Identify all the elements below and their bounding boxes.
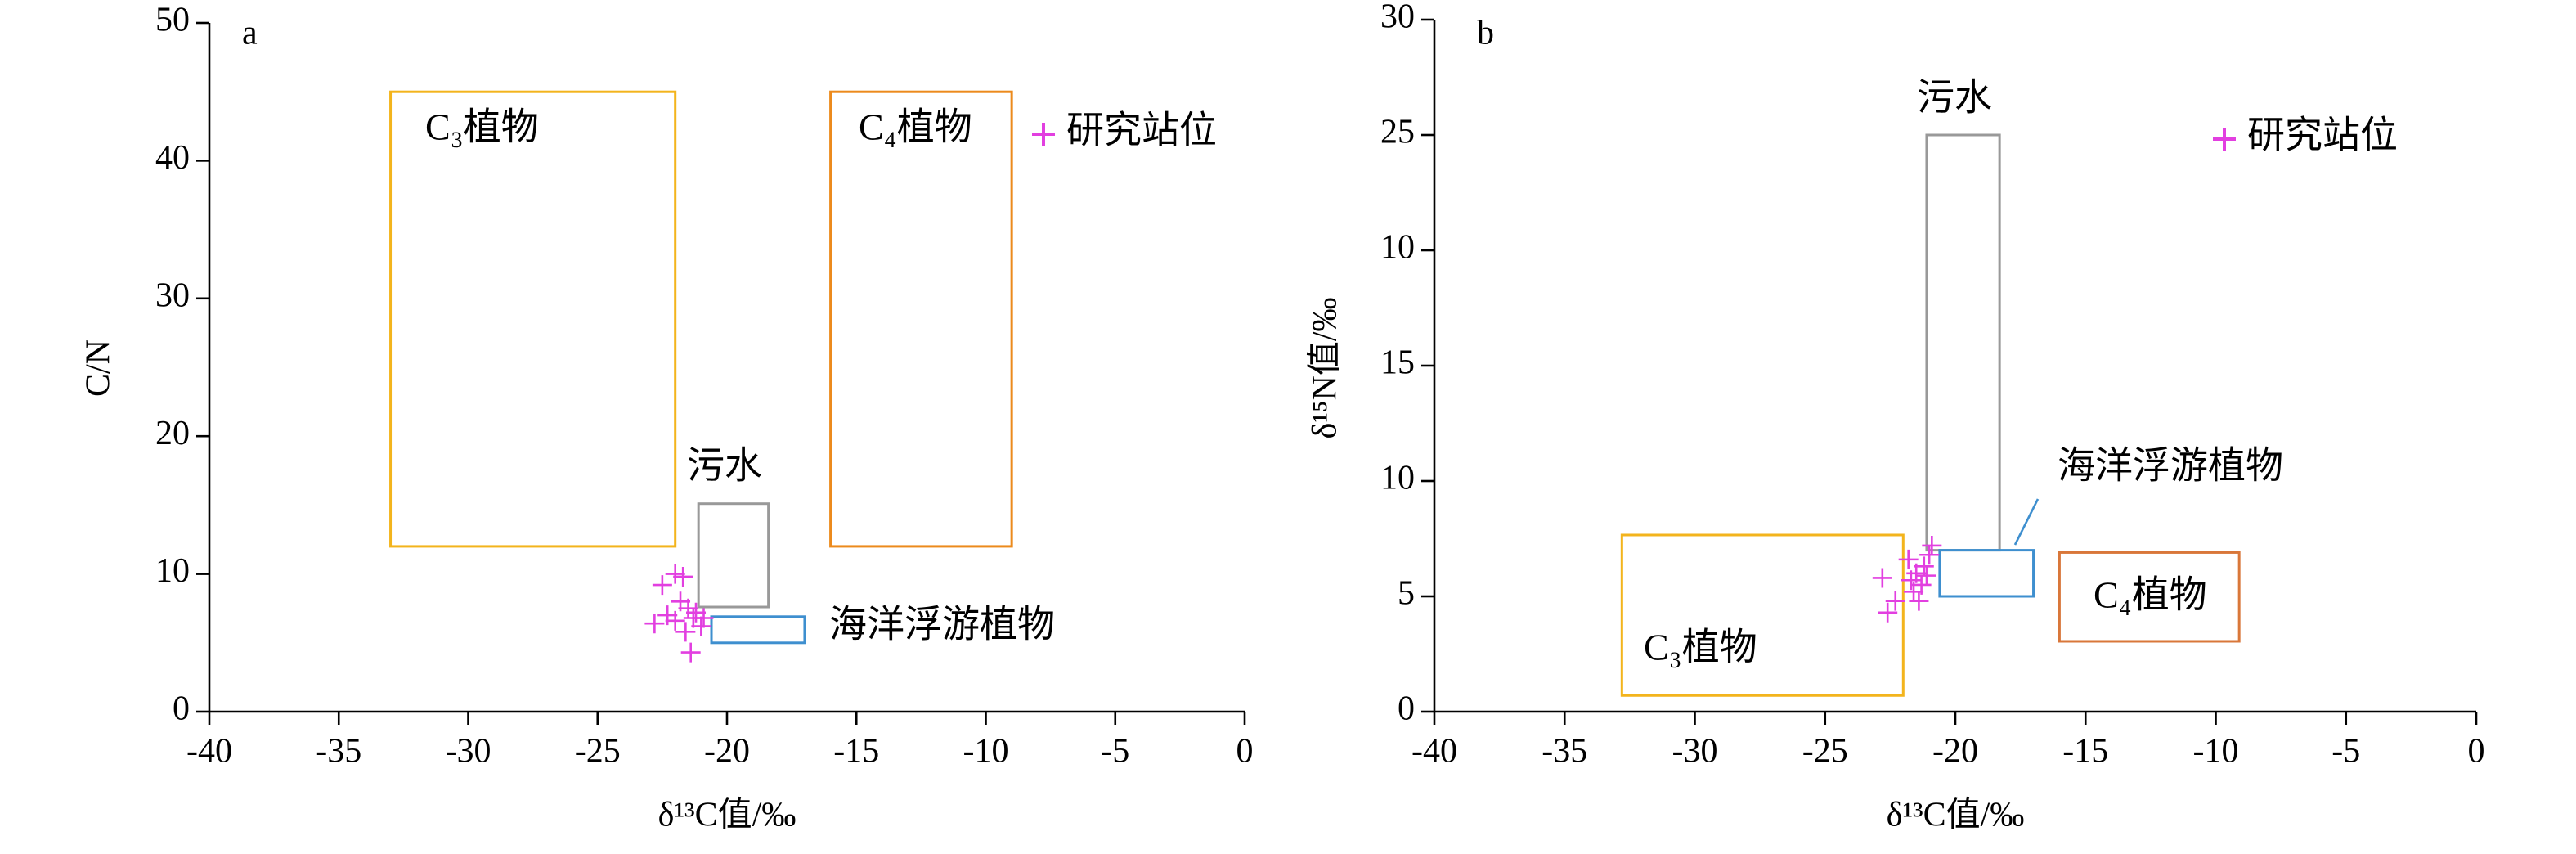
x-tick-label: -10 bbox=[963, 733, 1009, 771]
data-point bbox=[1919, 545, 1940, 565]
x-tick-label: -25 bbox=[1802, 733, 1848, 771]
x-tick-label: -35 bbox=[1542, 733, 1587, 771]
data-point bbox=[673, 566, 693, 587]
y-tick-label: 40 bbox=[155, 139, 190, 177]
x-tick-label: -5 bbox=[1101, 733, 1129, 771]
y-tick-label: 30 bbox=[1380, 0, 1415, 36]
panel-label: b bbox=[1477, 15, 1494, 52]
x-tick-label: -15 bbox=[833, 733, 879, 771]
region-label: C₃植物 bbox=[425, 106, 539, 148]
y-tick-label: 20 bbox=[155, 415, 190, 452]
data-point bbox=[680, 642, 701, 663]
data-point bbox=[691, 616, 711, 636]
x-tick-label: -40 bbox=[186, 733, 232, 771]
region-label: 污水 bbox=[1917, 77, 1992, 119]
y-tick-label: 0 bbox=[173, 690, 190, 728]
x-tick-label: -30 bbox=[446, 733, 491, 771]
region-box bbox=[1620, 533, 1905, 697]
data-point bbox=[1901, 570, 1921, 591]
x-tick-label: -20 bbox=[704, 733, 750, 771]
x-axis-title: δ¹³C值/‰ bbox=[1887, 797, 2025, 834]
legend-label: 研究站位 bbox=[1066, 110, 1217, 151]
region-box bbox=[1938, 549, 2035, 598]
x-tick-label: 0 bbox=[2468, 733, 2485, 771]
data-point bbox=[1914, 556, 1934, 577]
data-point bbox=[1872, 568, 1892, 588]
data-point bbox=[1909, 591, 1929, 611]
x-tick-label: 0 bbox=[1236, 733, 1254, 771]
x-tick-label: -40 bbox=[1411, 733, 1457, 771]
y-tick-label: 10 bbox=[155, 552, 190, 590]
data-point bbox=[1904, 582, 1924, 602]
data-point bbox=[1878, 602, 1898, 623]
x-tick-label: -20 bbox=[1932, 733, 1978, 771]
data-point bbox=[675, 622, 696, 642]
y-tick-label: 15 bbox=[1380, 344, 1415, 382]
region-label: C₄植物 bbox=[859, 106, 972, 148]
x-tick-label: -25 bbox=[575, 733, 621, 771]
region-box bbox=[697, 502, 770, 609]
region-label: 污水 bbox=[687, 445, 762, 487]
legend-label: 研究站位 bbox=[2247, 115, 2398, 156]
y-tick-label: 10 bbox=[1380, 460, 1415, 497]
panel-label: a bbox=[242, 15, 258, 52]
y-axis-title: δ¹⁵N值/‰ bbox=[1307, 297, 1344, 438]
legend-marker bbox=[2213, 128, 2236, 151]
region-label: 海洋浮游植物 bbox=[829, 604, 1055, 645]
x-tick-label: -5 bbox=[2331, 733, 2360, 771]
region-box bbox=[710, 615, 806, 645]
region-box bbox=[2058, 551, 2241, 643]
data-point bbox=[693, 608, 714, 628]
x-tick-label: -10 bbox=[2193, 733, 2239, 771]
x-axis-title: δ¹³C值/‰ bbox=[658, 797, 797, 834]
legend-marker bbox=[1032, 123, 1055, 146]
region-label: C₃植物 bbox=[1644, 627, 1757, 668]
y-tick-label: 30 bbox=[155, 276, 190, 314]
data-point bbox=[1916, 565, 1936, 586]
x-tick-label: -35 bbox=[316, 733, 361, 771]
x-tick-label: -15 bbox=[2062, 733, 2108, 771]
data-point bbox=[1885, 591, 1905, 611]
data-point bbox=[652, 575, 672, 596]
region-box bbox=[829, 90, 1013, 548]
y-axis-title: C/N bbox=[80, 339, 118, 397]
y-tick-label: 50 bbox=[155, 2, 190, 39]
data-point bbox=[1898, 549, 1919, 569]
y-tick-label: 10 bbox=[1380, 229, 1415, 267]
data-point bbox=[678, 598, 698, 618]
y-tick-label: 0 bbox=[1398, 690, 1415, 728]
region-label: C₄植物 bbox=[2094, 574, 2207, 616]
data-point bbox=[1922, 535, 1942, 555]
data-point bbox=[665, 564, 685, 584]
region-box bbox=[389, 90, 677, 548]
x-tick-label: -30 bbox=[1672, 733, 1718, 771]
region-box bbox=[1925, 133, 2001, 552]
y-tick-label: 25 bbox=[1380, 114, 1415, 151]
data-point bbox=[665, 610, 685, 631]
leader-line bbox=[2013, 498, 2040, 546]
region-label: 海洋浮游植物 bbox=[2058, 445, 2283, 487]
data-point bbox=[644, 614, 665, 634]
y-tick-label: 5 bbox=[1398, 575, 1415, 613]
